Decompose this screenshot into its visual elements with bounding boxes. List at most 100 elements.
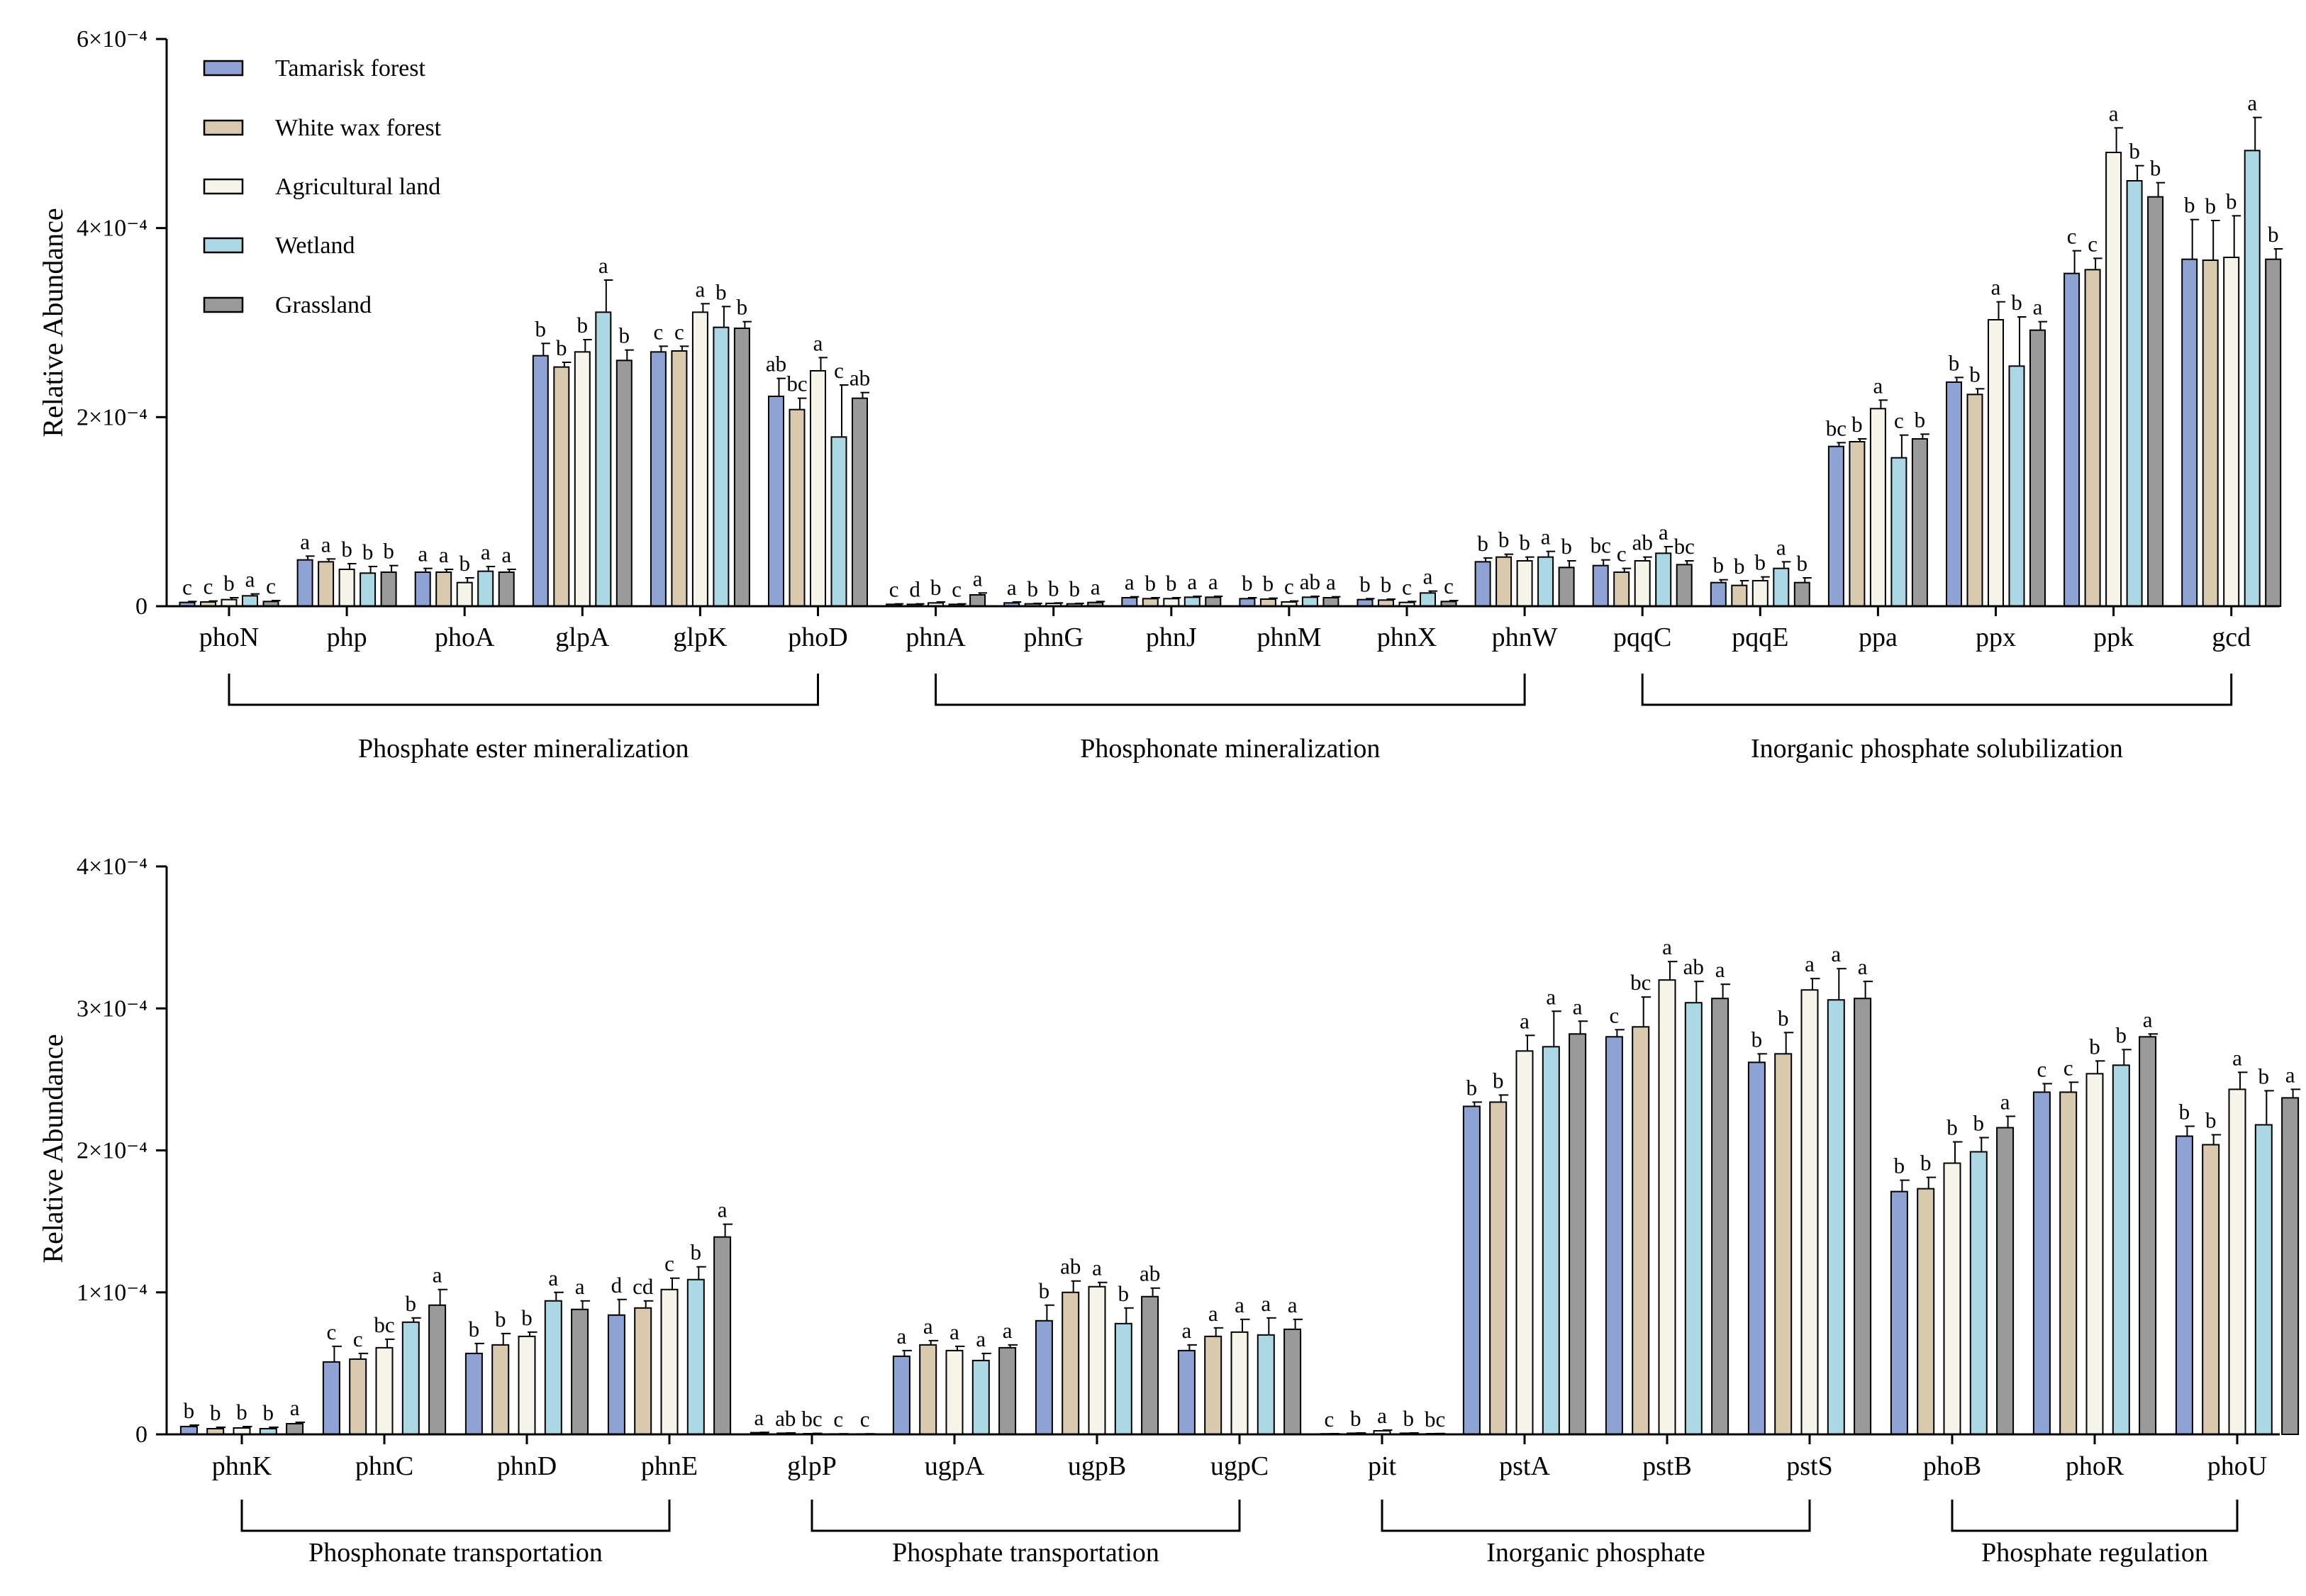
sig-letter-php-wetland: b xyxy=(362,540,374,564)
bar-ppa-agricultural-land xyxy=(1869,408,1886,607)
group-bracket xyxy=(1641,674,2233,706)
gene-label-phou: phoU xyxy=(2207,1451,2267,1481)
top-y-ticks: 0 2×10⁻⁴ 4×10⁻⁴ 6×10⁻⁴ xyxy=(77,26,167,620)
sig-letter-glpa-agricultural-land: b xyxy=(577,313,589,337)
sig-letter-pqqe-agricultural-land: b xyxy=(1755,550,1766,575)
group-label-phosphate-ester-mineralization: Phosphate ester mineralization xyxy=(358,734,689,764)
legend-item-tamarisk-forest: Tamarisk forest xyxy=(203,55,425,82)
bar-phne-wetland xyxy=(686,1278,705,1436)
bar-phor-grassland xyxy=(2139,1036,2157,1436)
sig-letter-ppk-agricultural-land: a xyxy=(2109,101,2119,125)
sig-letter-ppa-tamarisk-forest: bc xyxy=(1826,415,1847,440)
bar-ppk-wetland xyxy=(2126,180,2143,607)
sig-letter-phor-agricultural-land: b xyxy=(2089,1034,2100,1059)
sig-letter-ugpc-tamarisk-forest: a xyxy=(1182,1318,1192,1343)
sig-letter-phoa-tamarisk-forest: a xyxy=(418,542,428,567)
bar-group-gcd: b b bab xyxy=(2181,91,2283,608)
gene-label-ugpb: ugpB xyxy=(1068,1451,1126,1481)
sig-letter-phoa-white-wax-forest: a xyxy=(439,542,449,567)
bar-psta-tamarisk-forest xyxy=(1462,1105,1481,1435)
bar-phnc-agricultural-land xyxy=(375,1346,394,1436)
sig-letter-phng-agricultural-land: b xyxy=(1048,576,1059,601)
group-label-phosphate-regulation: Phosphate regulation xyxy=(1981,1538,2208,1568)
sig-letter-ppx-tamarisk-forest: b xyxy=(1949,350,1960,375)
group-bracket xyxy=(240,1500,671,1532)
sig-letter-psta-agricultural-land: a xyxy=(1520,1008,1530,1033)
sig-letter-ppa-white-wax-forest: b xyxy=(1851,412,1863,437)
bar-pstb-grassland xyxy=(1711,998,1730,1436)
sig-letter-psts-agricultural-land: a xyxy=(1805,952,1815,976)
bar-pqqe-white-wax-forest xyxy=(1731,584,1748,608)
bar-php-tamarisk-forest xyxy=(296,559,313,608)
gene-label-ppx: ppx xyxy=(1976,623,2016,652)
sig-letter-phon-tamarisk-forest: c xyxy=(182,574,192,599)
sig-letter-phoa-grassland: a xyxy=(501,542,511,567)
sig-letter-phna-agricultural-land: b xyxy=(930,575,942,600)
sig-letter-pit-grassland: bc xyxy=(1425,1407,1445,1432)
sig-letter-phod-white-wax-forest: bc xyxy=(786,372,807,396)
sig-letter-phnd-wetland: a xyxy=(548,1266,558,1290)
bar-glpa-white-wax-forest xyxy=(553,366,570,608)
sig-letter-pstb-white-wax-forest: bc xyxy=(1630,970,1651,995)
sig-letter-gcd-grassland: b xyxy=(2268,222,2279,247)
bar-glpk-grassland xyxy=(733,328,750,607)
bar-ugpa-wetland xyxy=(971,1359,990,1435)
sig-letter-ugpb-grassland: ab xyxy=(1140,1261,1160,1286)
sig-letter-phob-wetland: b xyxy=(1973,1110,1985,1135)
bar-psts-tamarisk-forest xyxy=(1747,1061,1766,1435)
sig-letter-phnj-tamarisk-forest: a xyxy=(1125,570,1135,595)
bar-phnd-grassland xyxy=(571,1308,589,1436)
bar-phnj-wetland xyxy=(1183,596,1201,607)
sig-letter-ppx-grassland: a xyxy=(2033,295,2043,320)
sig-letter-psta-grassland: a xyxy=(1573,994,1583,1019)
sig-letter-pstb-tamarisk-forest: c xyxy=(1610,1003,1620,1027)
sig-letter-glpk-grassland: b xyxy=(737,295,748,320)
sig-letter-phna-wetland: c xyxy=(952,577,962,602)
legend-item-wetland: Wetland xyxy=(203,233,355,259)
sig-letter-phne-wetland: b xyxy=(691,1240,702,1265)
bar-phou-grassland xyxy=(2281,1097,2300,1435)
bar-ppx-grassland xyxy=(2029,329,2046,607)
sig-letter-ppx-agricultural-land: a xyxy=(1991,275,2001,300)
group-bracket xyxy=(228,674,819,706)
bar-php-agricultural-land xyxy=(338,569,355,607)
bar-pqqe-agricultural-land xyxy=(1751,580,1769,607)
sig-letter-glpp-wetland: c xyxy=(833,1407,843,1432)
bar-gcd-tamarisk-forest xyxy=(2181,258,2198,607)
bar-phou-tamarisk-forest xyxy=(2175,1135,2193,1435)
sig-letter-pit-agricultural-land: a xyxy=(1377,1403,1387,1428)
sig-letter-phon-grassland: c xyxy=(266,574,276,598)
bar-group-phor: c cb ba xyxy=(2032,1007,2159,1436)
sig-letter-ugpc-grassland: a xyxy=(1288,1293,1298,1317)
sig-letter-phne-agricultural-land: c xyxy=(664,1251,674,1276)
sig-letter-glpk-agricultural-land: a xyxy=(696,277,706,301)
bar-psts-agricultural-land xyxy=(1800,989,1819,1435)
bar-phnw-tamarisk-forest xyxy=(1474,561,1491,607)
bar-pstb-white-wax-forest xyxy=(1632,1026,1650,1435)
bar-ppk-grassland xyxy=(2147,196,2164,607)
bar-group-ppa: bc bac b xyxy=(1826,373,1929,608)
gene-label-glpp: glpP xyxy=(787,1451,837,1481)
sig-letter-phnm-tamarisk-forest: b xyxy=(1242,571,1253,596)
sig-letter-pqqc-agricultural-land: ab xyxy=(1632,530,1653,555)
bar-phnm-wetland xyxy=(1301,596,1318,607)
bar-phnd-white-wax-forest xyxy=(491,1344,510,1436)
bar-pqqc-grassland xyxy=(1676,564,1693,607)
bar-ppx-wetland xyxy=(2008,365,2025,607)
sig-letter-phnd-agricultural-land: b xyxy=(521,1305,533,1330)
sig-letter-ugpb-wetland: b xyxy=(1118,1281,1130,1306)
sig-letter-psts-grassland: a xyxy=(1858,954,1868,979)
gene-label-phng: phnG xyxy=(1023,623,1083,652)
panel-top: Relative Abundance 0 2×10⁻⁴ 4×10⁻⁴ 6×10⁻⁴ c… xyxy=(37,26,2283,764)
sig-letter-phnc-tamarisk-forest: c xyxy=(327,1319,337,1344)
bar-pqqc-tamarisk-forest xyxy=(1592,564,1609,608)
bar-php-grassland xyxy=(380,571,397,607)
bar-phnm-grassland xyxy=(1322,597,1339,607)
